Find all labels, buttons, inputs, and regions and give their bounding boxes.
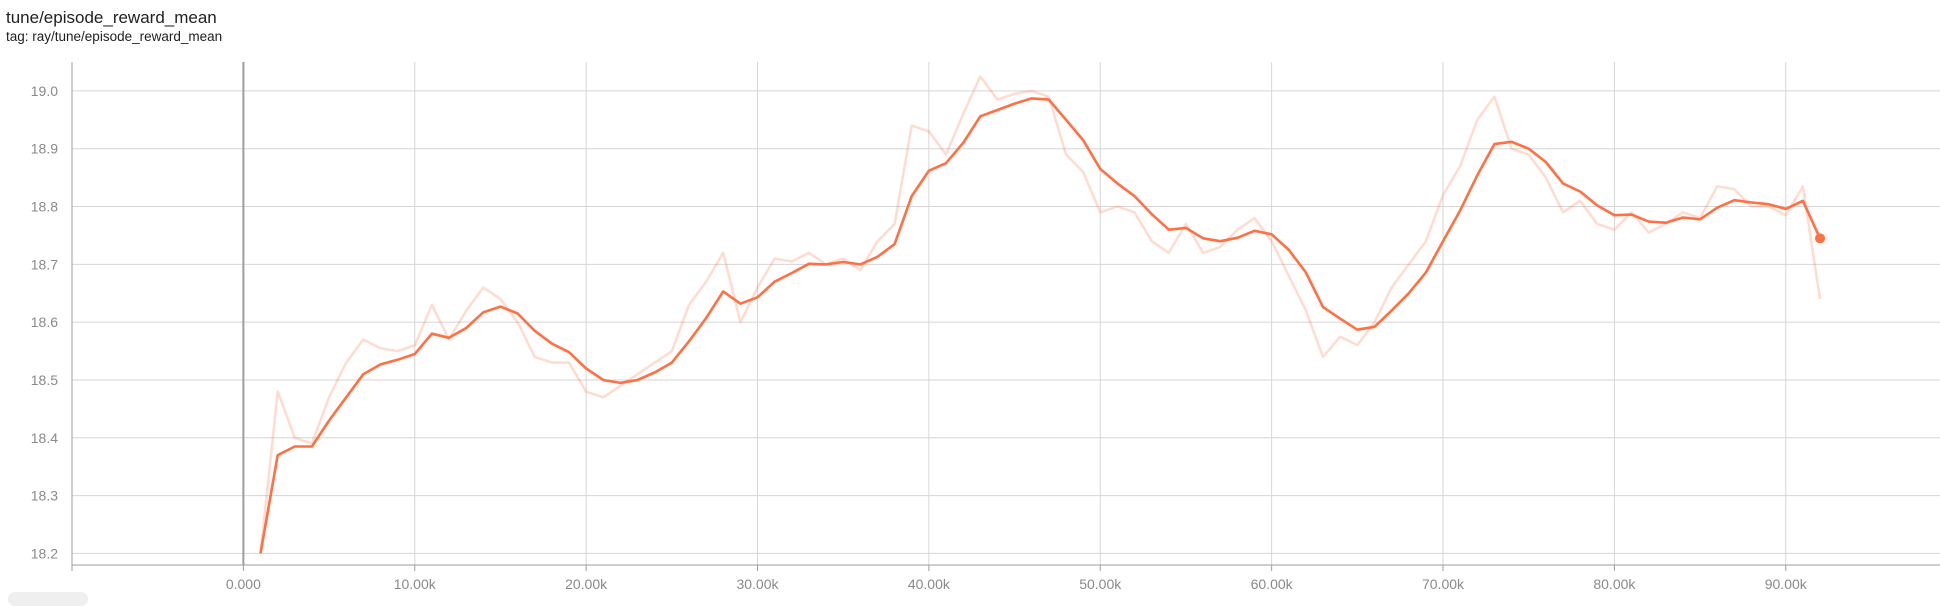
scrollbar-stub (8, 592, 88, 606)
y-tick-label: 18.4 (31, 430, 58, 446)
chart-tag: tag: ray/tune/episode_reward_mean (6, 29, 223, 44)
raw-series-line (259, 75, 1822, 554)
x-tick-label: 0.000 (226, 576, 261, 592)
x-tick-label: 90.00k (1765, 576, 1808, 592)
axis-layer (71, 62, 1940, 571)
y-tick-label: 18.2 (31, 545, 58, 561)
y-tick-label: 18.7 (31, 256, 58, 272)
x-tick-label: 20.00k (565, 576, 608, 592)
chart-title: tune/episode_reward_mean (6, 8, 217, 27)
smoothed-series-line (259, 97, 1822, 554)
grid-layer (72, 62, 1940, 565)
tick-label-layer: 18.2 18.3 18.4 18.5 18.6 18.7 18.8 18.9 19.0 0.00… (31, 83, 1808, 592)
x-tick-label: 10.00k (394, 576, 437, 592)
y-tick-label: 18.8 (31, 199, 58, 215)
y-tick-label: 18.3 (31, 488, 58, 504)
y-tick-label: 19.0 (31, 83, 58, 99)
x-tick-label: 80.00k (1593, 576, 1636, 592)
chart-header: tune/episode_reward_mean tag: ray/tune/e… (6, 8, 222, 45)
x-tick-label: 60.00k (1251, 576, 1294, 592)
x-tick-label: 70.00k (1422, 576, 1465, 592)
y-tick-label: 18.5 (31, 372, 58, 388)
y-tick-label: 18.6 (31, 314, 58, 330)
series-layer (259, 75, 1826, 554)
last-point-marker (1815, 233, 1826, 244)
x-tick-label: 30.00k (736, 576, 779, 592)
y-tick-label: 18.9 (31, 141, 58, 157)
x-tick-label: 40.00k (908, 576, 951, 592)
x-tick-label: 50.00k (1079, 576, 1122, 592)
